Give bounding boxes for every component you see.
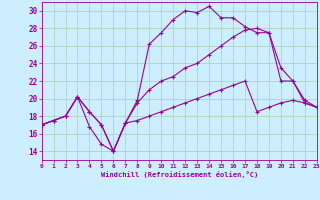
X-axis label: Windchill (Refroidissement éolien,°C): Windchill (Refroidissement éolien,°C) <box>100 171 258 178</box>
